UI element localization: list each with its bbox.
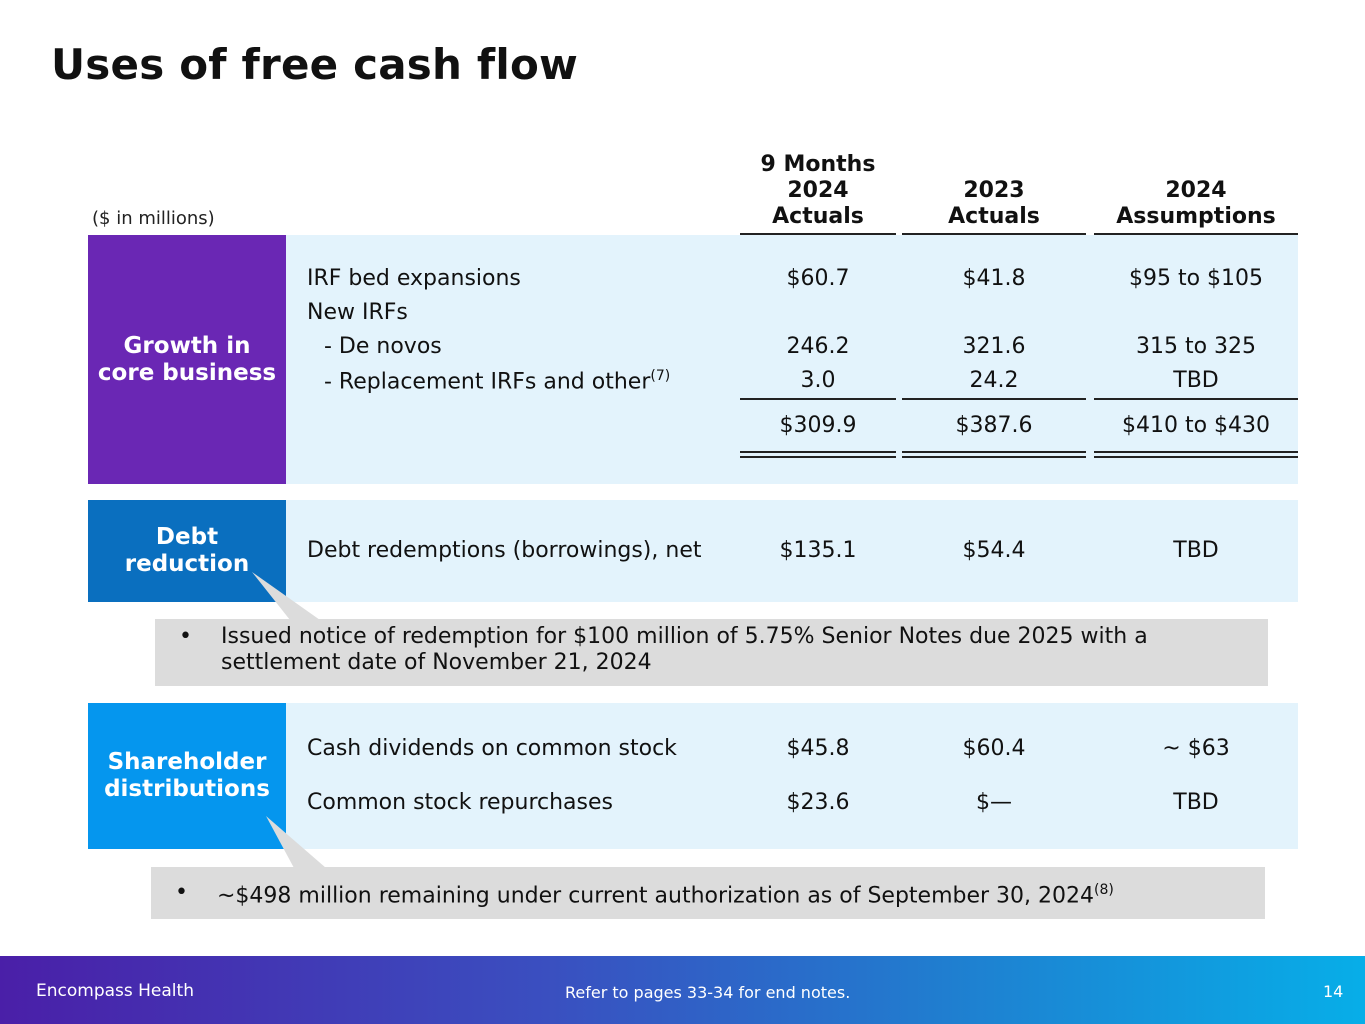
value: TBD <box>1173 368 1219 393</box>
row-label-de-novos: - De novos <box>324 334 442 359</box>
header-rule <box>902 233 1086 235</box>
total-value: $387.6 <box>955 413 1033 438</box>
value: $54.4 <box>962 538 1026 563</box>
value: ~ $63 <box>1162 736 1230 761</box>
column-header-2023: 2023 Actuals <box>948 178 1040 229</box>
total-value: $309.9 <box>779 413 857 438</box>
subtotal-rule <box>740 398 896 400</box>
endnote-ref: (7) <box>650 368 671 384</box>
debt-note: • Issued notice of redemption for $100 m… <box>155 619 1268 686</box>
value: 315 to 325 <box>1135 334 1257 359</box>
row-label-irf-bed-expansions: IRF bed expansions <box>307 266 521 291</box>
value: $23.6 <box>786 790 850 815</box>
value: $95 to $105 <box>1128 266 1264 291</box>
footer-endnotes: Refer to pages 33-34 for end notes. <box>565 983 851 1002</box>
value: $135.1 <box>779 538 857 563</box>
growth-label: Growth in core business <box>88 235 286 484</box>
total-value: $410 to $430 <box>1121 413 1271 438</box>
footer-bar: Encompass Health Refer to pages 33-34 fo… <box>0 956 1365 1024</box>
debt-note-line2: settlement date of November 21, 2024 <box>221 650 652 675</box>
value: TBD <box>1173 538 1219 563</box>
subtotal-rule <box>902 398 1086 400</box>
row-label-debt-redemptions: Debt redemptions (borrowings), net <box>307 538 702 563</box>
units-note: ($ in millions) <box>92 208 215 229</box>
column-header-2024-assumptions: 2024 Assumptions <box>1116 178 1276 229</box>
value: $60.4 <box>962 736 1026 761</box>
value: TBD <box>1173 790 1219 815</box>
shareholder-panel <box>286 703 1298 849</box>
total-double-rule <box>740 451 896 458</box>
value: $41.8 <box>962 266 1026 291</box>
header-rule <box>740 233 896 235</box>
total-double-rule <box>1094 451 1298 458</box>
value: 321.6 <box>962 334 1026 359</box>
growth-panel <box>286 235 1298 484</box>
value: $60.7 <box>786 266 850 291</box>
bullet: • <box>179 624 192 649</box>
shareholder-note-text: ~$498 million remaining under current au… <box>217 883 1095 909</box>
debt-label: Debt reduction <box>88 500 286 602</box>
subtotal-rule <box>1094 398 1298 400</box>
shareholder-note: • ~$498 million remaining under current … <box>151 867 1265 919</box>
bullet: • <box>175 880 188 905</box>
debt-panel <box>286 500 1298 602</box>
value: 3.0 <box>800 368 836 393</box>
value: $45.8 <box>786 736 850 761</box>
row-label-cash-dividends: Cash dividends on common stock <box>307 736 677 761</box>
total-double-rule <box>902 451 1086 458</box>
value: $— <box>976 790 1012 815</box>
endnote-ref: (8) <box>1094 882 1114 898</box>
page-title: Uses of free cash flow <box>51 40 579 89</box>
page-number: 14 <box>1323 982 1344 1001</box>
footer-company: Encompass Health <box>36 981 194 1001</box>
value: 246.2 <box>786 334 850 359</box>
row-label-new-irfs: New IRFs <box>307 300 408 325</box>
value: 24.2 <box>969 368 1019 393</box>
shareholder-callout-pointer <box>266 816 326 868</box>
header-rule <box>1094 233 1298 235</box>
shareholder-label: Shareholder distributions <box>88 703 286 849</box>
debt-callout-pointer <box>252 572 320 620</box>
row-label-stock-repurchases: Common stock repurchases <box>307 790 614 815</box>
column-header-9m-2024: 9 Months 2024 Actuals <box>760 152 876 229</box>
debt-note-line1: Issued notice of redemption for $100 mil… <box>221 624 1148 649</box>
row-label-replacement-irfs: - Replacement IRFs and other(7) <box>324 368 671 395</box>
